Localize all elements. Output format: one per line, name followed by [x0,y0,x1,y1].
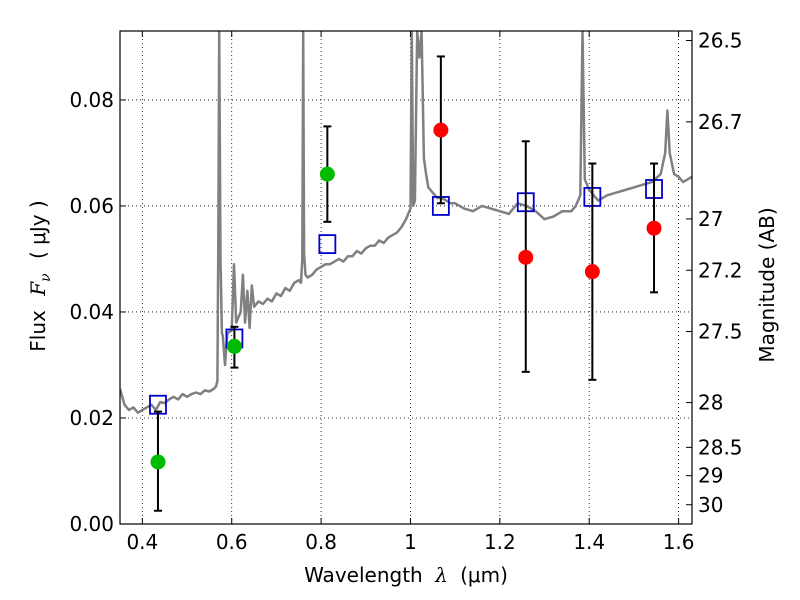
x-tick-label: 1.4 [573,530,605,554]
observed-flux-point [319,166,335,182]
y-axis-label-symbol: F [26,281,50,297]
x-tick-label: 1 [404,530,417,554]
y2-axis-label: Magnitude (AB) [755,207,779,362]
y-tick-label: 0.06 [69,194,114,218]
x-axis-label-unit: (μm) [460,563,508,587]
y-tick-label: 0.08 [69,88,114,112]
y2-tick-label: 28 [698,391,723,415]
y-tick-label: 0.00 [69,512,114,536]
y2-tick-label: 27 [698,207,723,231]
spectrum-line [120,31,692,414]
y-tick-label: 0.04 [69,300,114,324]
y2-tick-label: 26.7 [698,110,743,134]
observed-flux-point [646,220,662,236]
x-axis-label: Wavelength λ (μm) [304,563,508,587]
x-tick-label: 1.2 [484,530,516,554]
plot-frame [119,30,693,525]
y2-tick-label: 26.5 [698,29,743,53]
y2-tick-label: 30 [698,493,723,517]
observed-flux-point [584,264,600,280]
y-tick-label: 0.02 [69,406,114,430]
y2-tick-label: 27.5 [698,320,743,344]
observed-flux-point [518,249,534,265]
y-axis-label-subscript: ν [38,273,54,282]
observed-flux-point [433,122,449,138]
grid [120,31,692,525]
y2-tick-label: 28.5 [698,435,743,459]
x-tick-label: 0.4 [126,530,158,554]
y-axis-label-prefix: Flux [26,310,50,352]
plot-series [120,31,692,512]
y2-tick-label: 27.2 [698,258,743,282]
x-tick-label: 0.8 [305,530,337,554]
ticks: 0.4 0.6 0.8 1 1.2 1.4 1.6 0.00 0.02 0.04 0.06 0.08 2… [69,29,742,554]
x-axis-label-symbol: λ [434,563,448,587]
x-axis-label-prefix: Wavelength [304,563,423,587]
plot-area [120,31,692,512]
y2-tick-label: 29 [698,464,723,488]
observed-flux-point [226,338,242,354]
y-axis-label-unit: ( μJy ) [26,200,50,259]
model-square-marker [318,234,337,255]
x-tick-label: 1.6 [663,530,695,554]
observed-flux-point [150,454,166,470]
y-axis-label: Flux Fν ( μJy ) [26,200,55,351]
x-tick-label: 0.6 [216,530,248,554]
